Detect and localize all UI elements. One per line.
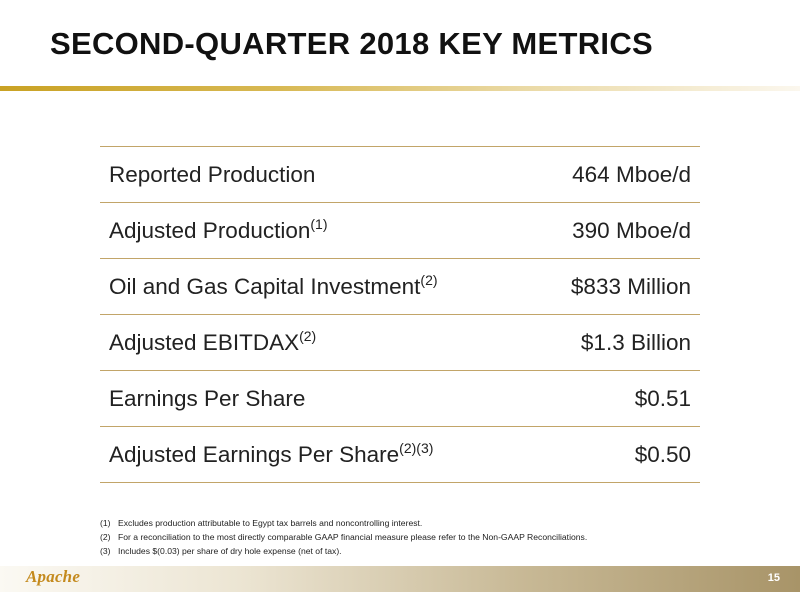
footnote-ref: (2) — [420, 271, 438, 288]
metric-value: 464 Mboe/d — [534, 146, 700, 203]
apache-logo: Apache — [26, 567, 81, 586]
table-row: Reported Production 464 Mboe/d — [100, 146, 700, 203]
footnote-item: (3) Includes $(0.03) per share of dry ho… — [100, 544, 740, 558]
footnote-ref: (2) — [299, 327, 317, 344]
footnote-item: (2) For a reconciliation to the most dir… — [100, 530, 740, 544]
footnote-ref: (1) — [310, 215, 328, 232]
metric-label: Earnings Per Share — [109, 385, 306, 411]
footnote-text: Excludes production attributable to Egyp… — [118, 518, 423, 528]
metric-label: Reported Production — [109, 161, 316, 187]
table-row: Earnings Per Share $0.51 — [100, 370, 700, 427]
footnote-text: Includes $(0.03) per share of dry hole e… — [118, 546, 342, 556]
title-underline — [0, 86, 800, 91]
metric-label-cell: Adjusted EBITDAX(2) — [100, 314, 535, 371]
metric-label-cell: Oil and Gas Capital Investment(2) — [100, 258, 535, 315]
table-row: Oil and Gas Capital Investment(2) $833 M… — [100, 258, 700, 315]
slide-title: SECOND-QUARTER 2018 KEY METRICS — [50, 26, 654, 61]
table-row: Adjusted Earnings Per Share(2)(3) $0.50 — [100, 426, 700, 483]
footnote-number: (3) — [100, 546, 111, 556]
metric-value: $0.50 — [534, 426, 700, 483]
footnote-item: (1) Excludes production attributable to … — [100, 516, 740, 530]
metric-value: $0.51 — [534, 370, 700, 427]
metric-label: Adjusted EBITDAX — [109, 329, 300, 355]
footnote-number: (2) — [100, 532, 111, 542]
key-metrics-table: Reported Production 464 Mboe/d Adjusted … — [100, 146, 700, 483]
footnote-number: (1) — [100, 518, 111, 528]
metric-value: 390 Mboe/d — [534, 202, 700, 259]
metric-value: $1.3 Billion — [534, 314, 700, 371]
footnotes: (1) Excludes production attributable to … — [100, 516, 740, 558]
metric-label-cell: Reported Production — [100, 146, 535, 203]
metric-label: Oil and Gas Capital Investment — [109, 273, 421, 299]
table-row: Adjusted Production(1) 390 Mboe/d — [100, 202, 700, 259]
page-number: 15 — [767, 572, 780, 584]
footer-bar — [0, 566, 800, 592]
metric-label-cell: Adjusted Production(1) — [100, 202, 535, 259]
metric-label-cell: Earnings Per Share — [100, 370, 535, 427]
table-row: Adjusted EBITDAX(2) $1.3 Billion — [100, 314, 700, 371]
metric-label-cell: Adjusted Earnings Per Share(2)(3) — [100, 426, 535, 483]
metric-label: Adjusted Earnings Per Share — [109, 441, 400, 467]
footnote-text: For a reconciliation to the most directl… — [118, 532, 588, 542]
metric-value: $833 Million — [534, 258, 700, 315]
metric-label: Adjusted Production — [109, 217, 311, 243]
footnote-ref: (2)(3) — [399, 439, 434, 456]
